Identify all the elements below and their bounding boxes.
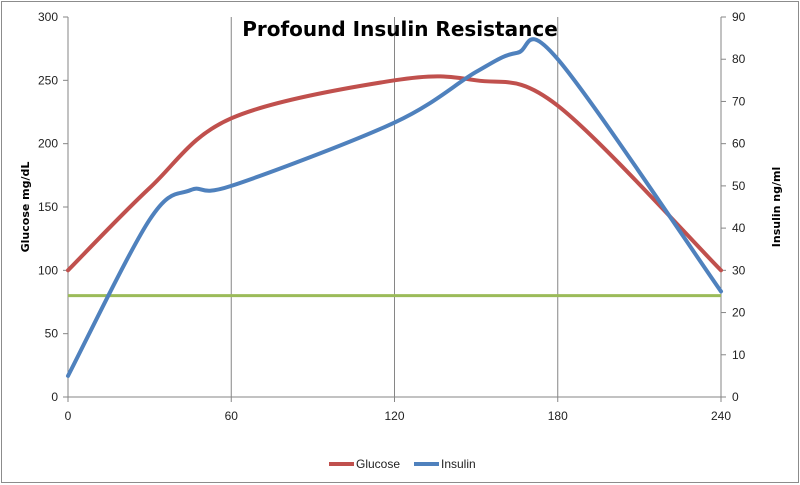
series-line-insulin <box>66 37 723 378</box>
y2-tick-label-60: 60 <box>732 137 746 151</box>
y2-tick-label-40: 40 <box>732 221 746 235</box>
vertical-grid <box>230 17 559 397</box>
series-line-glucose <box>66 74 723 273</box>
tick-labels: 0 50 100 150 200 250 300 0 10 20 30 40 50 60 70 80 90 0 60… <box>38 10 746 423</box>
y2-tick-label-20: 20 <box>732 306 746 320</box>
x-tick-label-180: 180 <box>548 409 568 423</box>
x-tick-label-240: 240 <box>711 409 731 423</box>
legend: Glucose Insulin <box>329 457 476 471</box>
y2-tick-label-30: 30 <box>732 263 746 277</box>
y2-tick-label-90: 90 <box>732 10 746 24</box>
y-tick-label-50: 50 <box>45 327 59 341</box>
x-tick-label-0: 0 <box>65 409 72 423</box>
x-tick-label-60: 60 <box>225 409 239 423</box>
y-axis-label: Glucose mg/dL <box>19 162 32 253</box>
y2-tick-label-0: 0 <box>732 390 739 404</box>
y-tick-label-200: 200 <box>38 137 58 151</box>
y2-tick-label-80: 80 <box>732 52 746 66</box>
y-tick-label-0: 0 <box>51 390 58 404</box>
y-tick-label-150: 150 <box>38 200 58 214</box>
y2-tick-label-70: 70 <box>732 94 746 108</box>
chart-title: Profound Insulin Resistance <box>242 17 558 41</box>
y-tick-label-250: 250 <box>38 73 58 87</box>
series-lines <box>66 37 723 378</box>
y2-axis-label: Insulin ng/ml <box>770 167 783 247</box>
x-tick-label-120: 120 <box>384 409 404 423</box>
axes <box>63 16 726 402</box>
y2-tick-label-50: 50 <box>732 179 746 193</box>
y-tick-label-300: 300 <box>38 10 58 24</box>
y-tick-label-100: 100 <box>38 263 58 277</box>
legend-label-insulin: Insulin <box>441 457 476 471</box>
legend-label-glucose: Glucose <box>356 457 400 471</box>
y2-tick-label-10: 10 <box>732 348 746 362</box>
